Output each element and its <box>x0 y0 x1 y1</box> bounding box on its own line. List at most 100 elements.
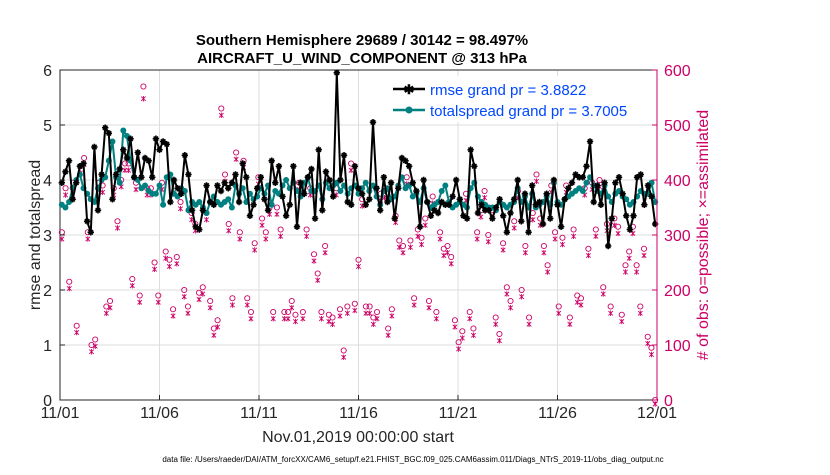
obs-assimilated-stroke <box>426 304 432 311</box>
obs-assimilated-point <box>100 189 106 196</box>
rmse-point <box>391 215 398 222</box>
obs-assimilated-stroke <box>519 293 525 300</box>
obs-assimilated-stroke <box>508 304 514 311</box>
obs-possible-point <box>555 303 562 310</box>
rmse-point <box>304 174 312 181</box>
obs-assimilated-point <box>129 282 135 289</box>
obs-assimilated-point <box>559 241 565 248</box>
obs-possible-point <box>451 317 458 324</box>
rmse-point-glyph <box>597 201 605 208</box>
obs-possible-point <box>540 242 547 250</box>
rmse-point <box>73 179 80 186</box>
obs-assimilated-point <box>648 351 654 358</box>
rmse-point <box>409 179 416 186</box>
rmse-point-glyph <box>630 212 637 219</box>
obs-assimilated-point <box>626 255 632 262</box>
obs-assimilated-point <box>530 216 536 223</box>
obs-assimilated-point <box>103 310 109 317</box>
obs-assimilated-stroke <box>174 260 180 267</box>
rmse-point-glyph <box>301 190 308 197</box>
rmse-point-glyph <box>76 163 84 170</box>
rmse-point-glyph <box>264 207 272 214</box>
obs-assimilated-stroke <box>389 313 395 319</box>
obs-assimilated-point <box>400 249 406 256</box>
obs-assimilated-point <box>370 321 376 328</box>
obs-possible-point <box>585 245 592 252</box>
y-right-tick-label: 300 <box>664 228 691 245</box>
obs-assimilated-point <box>574 299 580 306</box>
rmse-point <box>597 201 605 208</box>
rmse-point <box>416 223 424 230</box>
rmse-point <box>500 212 507 219</box>
obs-assimilated-stroke <box>456 346 462 352</box>
rmse-point <box>536 198 543 206</box>
obs-assimilated-stroke <box>385 332 391 339</box>
rmse-point <box>481 207 489 214</box>
rmse-point-glyph <box>257 174 265 181</box>
rmse-point-glyph <box>120 146 127 153</box>
rmse-point <box>355 185 362 192</box>
obs-possible-point <box>570 226 577 233</box>
rmse-point <box>167 198 174 206</box>
rmse-point <box>329 193 337 200</box>
rmse-point <box>275 163 283 170</box>
totalspread-point <box>116 179 123 186</box>
obs-possible-point <box>303 226 310 233</box>
obs-assimilated-stroke <box>330 321 336 328</box>
rmse-point <box>604 242 612 250</box>
rmse-point <box>525 229 532 236</box>
rmse-point <box>239 160 246 167</box>
rmse-point <box>102 124 109 131</box>
obs-assimilated-point <box>215 324 221 330</box>
obs-assimilated-point <box>181 293 187 300</box>
obs-assimilated-stroke <box>559 241 565 248</box>
obs-assimilated-point <box>311 258 317 264</box>
rmse-point <box>141 154 149 162</box>
rmse-point <box>243 174 250 181</box>
rmse-point <box>387 179 395 186</box>
rmse-point <box>630 212 637 219</box>
obs-assimilated-point <box>571 233 577 240</box>
obs-possible-point <box>592 226 599 233</box>
rmse-point-glyph <box>141 154 149 162</box>
y-left-tick-label: 2 <box>43 283 52 300</box>
rmse-point <box>264 207 272 214</box>
obs-possible-point <box>218 105 225 112</box>
obs-possible-point <box>184 303 191 310</box>
rmse-point-glyph <box>185 171 192 178</box>
obs-assimilated-point <box>237 236 243 242</box>
obs-assimilated-stroke <box>574 299 580 306</box>
rmse-point-glyph <box>481 207 489 214</box>
obs-assimilated-stroke <box>200 291 206 297</box>
rmse-point <box>431 207 438 214</box>
obs-assimilated-point <box>203 216 209 223</box>
obs-assimilated-stroke <box>107 304 113 311</box>
obs-assimilated-stroke <box>74 329 80 336</box>
rmse-point <box>565 185 572 192</box>
obs-assimilated-stroke <box>207 304 213 311</box>
obs-assimilated-point <box>107 304 113 311</box>
obs-possible-point <box>121 160 128 167</box>
rmse-point <box>253 185 261 192</box>
obs-possible-point <box>66 278 73 285</box>
obs-possible-point <box>626 248 633 255</box>
rmse-point <box>554 201 561 208</box>
rmse-point-glyph <box>163 141 170 148</box>
obs-possible-point <box>455 339 462 346</box>
y-left-tick-label: 4 <box>43 173 52 190</box>
rmse-point <box>561 196 568 203</box>
rmse-point-glyph <box>181 152 189 159</box>
obs-assimilated-stroke <box>122 167 128 174</box>
rmse-point-glyph <box>315 146 322 153</box>
obs-assimilated-stroke <box>571 233 577 240</box>
rmse-point-glyph <box>333 69 340 76</box>
obs-assimilated-stroke <box>541 249 547 256</box>
rmse-point <box>344 198 351 206</box>
obs-assimilated-stroke <box>407 244 413 251</box>
obs-assimilated-stroke <box>511 225 517 231</box>
rmse-point <box>163 141 170 148</box>
obs-assimilated-stroke <box>648 351 654 358</box>
obs-assimilated-point <box>411 302 417 308</box>
obs-assimilated-stroke <box>585 252 591 259</box>
obs-assimilated-point <box>470 332 476 339</box>
